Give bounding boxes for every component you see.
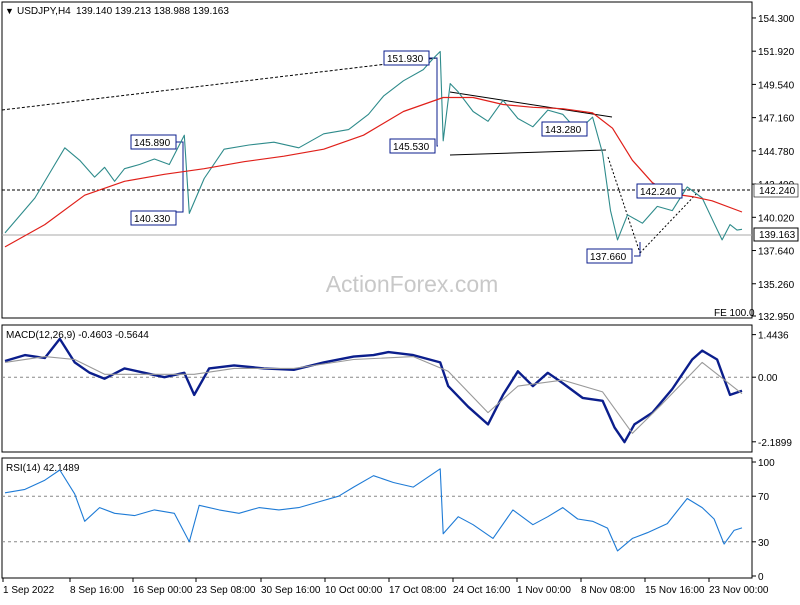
fib-label: FE 100.0 xyxy=(714,308,755,319)
y-tick-label: 140.020 xyxy=(758,213,795,224)
y-tick-label: 137.640 xyxy=(758,247,795,258)
annot-145530: 145.530 xyxy=(389,138,436,154)
current-price-tag: 139.163 xyxy=(753,227,799,242)
svg-text:137.660: 137.660 xyxy=(590,252,627,263)
y-tick-label: 0 xyxy=(758,572,764,583)
y-tick-label: 30 xyxy=(758,538,770,549)
projection-dashed-1 xyxy=(607,156,641,254)
time-x-axis: 1 Sep 2022 8 Sep 16:00 16 Sep 00:00 23 Sep … xyxy=(2,578,769,596)
svg-text:151.930: 151.930 xyxy=(387,54,424,65)
annot-connector-145890 xyxy=(176,141,184,213)
macd-panel-header: MACD(12,26,9) -0.4603 -0.5644 xyxy=(6,330,149,341)
svg-text:145.530: 145.530 xyxy=(393,142,430,153)
y-tick-label: 70 xyxy=(758,492,770,503)
price-panel-header-icon: ▼ xyxy=(5,6,14,16)
y-tick-label: 0.00 xyxy=(758,373,778,384)
annot-140330: 140.330 xyxy=(130,210,177,226)
y-tick-label: 132.950 xyxy=(758,312,795,323)
y-tick-label: 100 xyxy=(758,458,775,469)
upper-trendline xyxy=(1,57,438,111)
y-tick-label: -2.1899 xyxy=(758,438,792,449)
y-tick-label: 135.260 xyxy=(758,280,795,291)
signal-line xyxy=(4,356,743,434)
x-tick-label: 1 Sep 2022 xyxy=(3,585,55,596)
annot-connector-137660 xyxy=(634,242,641,257)
projection-dashed-2 xyxy=(639,189,701,254)
macd-series-group xyxy=(4,337,743,444)
rsi-panel-frame xyxy=(1,457,753,579)
price-panel-ohlc: 139.140 139.213 138.988 139.163 xyxy=(76,6,229,17)
macd-y-axis: 1.4436 0.00 -2.1899 xyxy=(2,331,792,449)
x-tick-label: 10 Oct 00:00 xyxy=(325,585,383,596)
price-line xyxy=(4,50,743,241)
level-tag: 142.240 xyxy=(753,183,799,198)
annot-137660: 137.660 xyxy=(586,248,633,264)
wedge-upper-line xyxy=(449,91,613,118)
x-tick-label: 23 Nov 00:00 xyxy=(709,585,769,596)
svg-text:142.240: 142.240 xyxy=(640,187,677,198)
svg-text:145.890: 145.890 xyxy=(134,138,171,149)
x-tick-label: 1 Nov 00:00 xyxy=(517,585,571,596)
watermark: ActionForex.com xyxy=(326,271,499,297)
y-tick-label: 147.160 xyxy=(758,114,795,125)
x-tick-label: 16 Sep 00:00 xyxy=(133,585,193,596)
y-tick-label: 154.300 xyxy=(758,14,795,25)
annot-142240: 142.240 xyxy=(636,183,683,199)
annot-connector-145530 xyxy=(436,138,438,147)
svg-text:142.240: 142.240 xyxy=(759,186,796,197)
y-tick-label: 149.540 xyxy=(758,80,795,91)
rsi-series-group xyxy=(4,468,743,552)
svg-text:140.330: 140.330 xyxy=(134,214,171,225)
macd-line xyxy=(4,337,743,444)
annot-145890: 145.890 xyxy=(130,134,177,150)
x-tick-label: 24 Oct 16:00 xyxy=(453,585,511,596)
annot-151930: 151.930 xyxy=(383,50,430,66)
x-tick-label: 8 Sep 16:00 xyxy=(70,585,124,596)
y-tick-label: 1.4436 xyxy=(758,331,789,342)
y-tick-label: 151.920 xyxy=(758,47,795,58)
x-tick-label: 30 Sep 16:00 xyxy=(261,585,321,596)
price-panel-symbol: USDJPY,H4 xyxy=(17,6,71,17)
svg-text:139.163: 139.163 xyxy=(759,230,796,241)
rsi-line xyxy=(4,468,743,552)
rsi-panel-header: RSI(14) 42.1489 xyxy=(6,463,80,474)
x-tick-label: 17 Oct 08:00 xyxy=(389,585,447,596)
macd-panel-frame xyxy=(1,324,753,453)
x-tick-label: 23 Sep 08:00 xyxy=(196,585,256,596)
wedge-lower-line xyxy=(449,149,607,156)
y-tick-label: 144.780 xyxy=(758,147,795,158)
svg-text:143.280: 143.280 xyxy=(545,125,582,136)
x-tick-label: 15 Nov 16:00 xyxy=(645,585,705,596)
annot-connector-151930 xyxy=(429,57,438,138)
x-tick-label: 8 Nov 08:00 xyxy=(581,585,635,596)
rsi-y-axis: 100 70 30 0 xyxy=(2,458,775,583)
annot-143280: 143.280 xyxy=(541,121,588,137)
